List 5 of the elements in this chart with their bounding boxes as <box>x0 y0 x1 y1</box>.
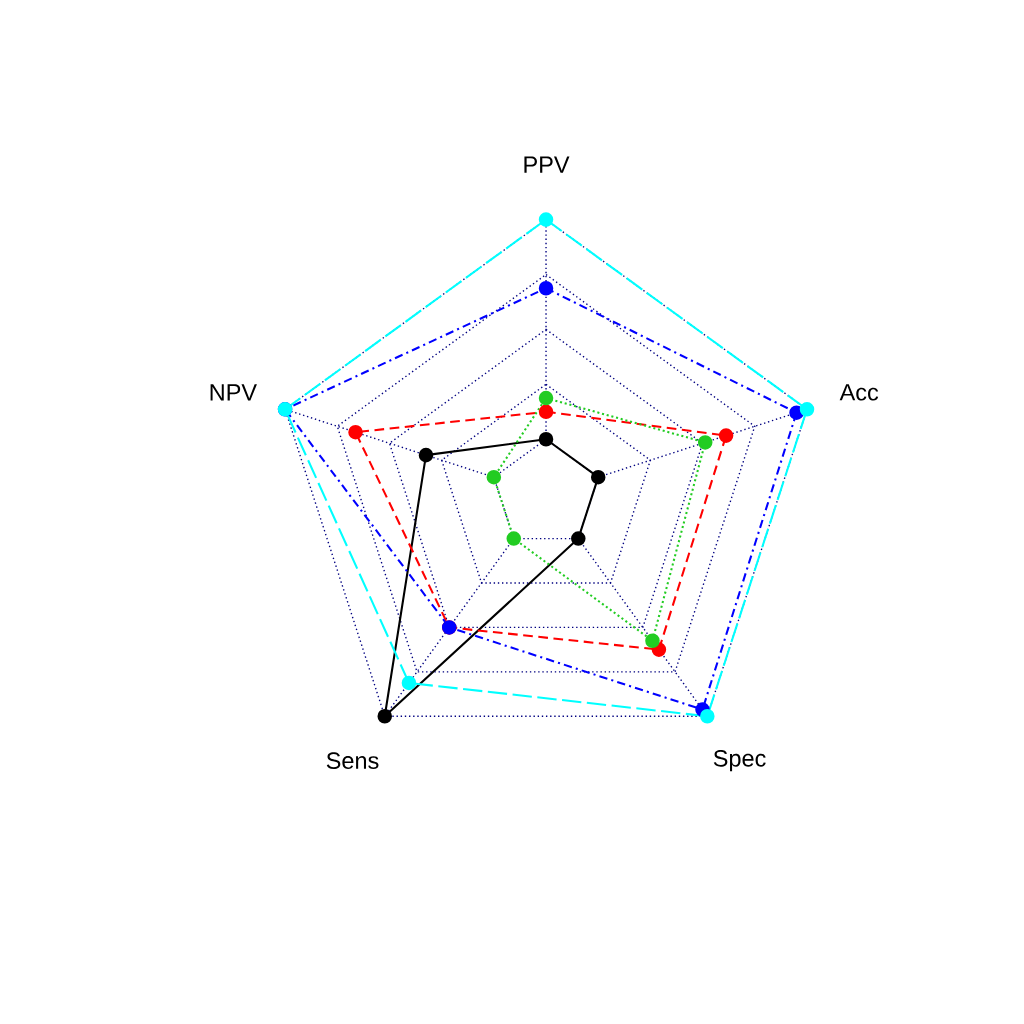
spoke-label: Sens <box>326 752 379 769</box>
spoke-label: Spec <box>713 750 766 772</box>
spoke-label: PPV <box>524 156 570 173</box>
spoke-label: Acc <box>839 384 879 401</box>
spoke-label: NPV <box>210 384 257 401</box>
